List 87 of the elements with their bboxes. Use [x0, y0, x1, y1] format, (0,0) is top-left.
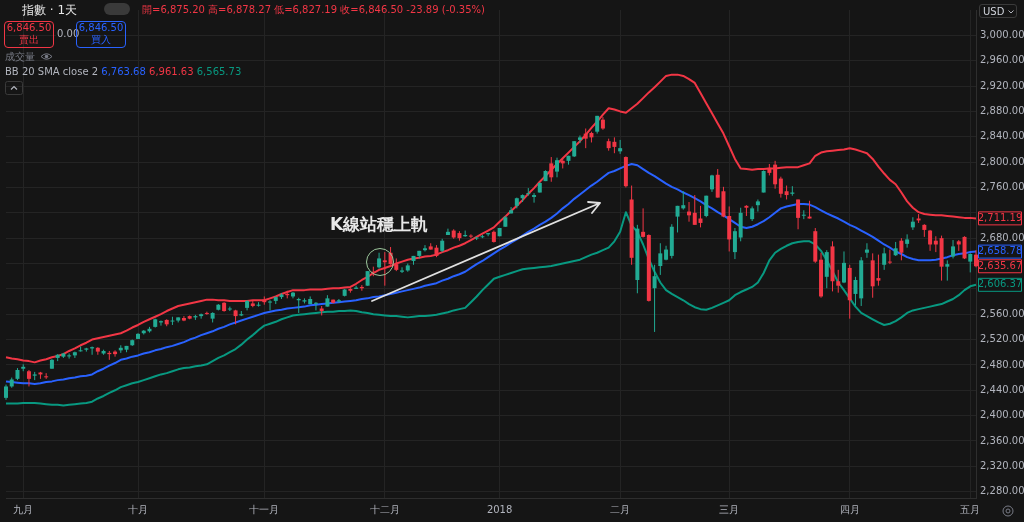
candlestick [549, 156, 554, 183]
y-tick-label: 2,440.00 [980, 383, 1024, 395]
annotation: 2,635.67 [977, 259, 1023, 271]
candlestick [199, 313, 204, 320]
candlestick [618, 139, 623, 155]
x-tick-label: 五月 [960, 503, 981, 515]
x-tick-label: 九月 [13, 503, 34, 515]
candlestick [755, 199, 760, 213]
candlestick [641, 207, 646, 239]
candlestick [836, 269, 841, 294]
candlestick [652, 264, 657, 333]
candlestick [968, 252, 973, 273]
candlestick [555, 157, 559, 178]
candlestick [864, 242, 869, 259]
y-tick-label: 2,360.00 [980, 434, 1024, 446]
y-tick-label: 2,680.00 [980, 231, 1024, 243]
candlestick [577, 134, 582, 144]
annotation: 2,658.78 [977, 245, 1023, 257]
candlestick [928, 229, 933, 252]
candlestick [882, 247, 887, 271]
text: USD [983, 6, 1005, 17]
y-tick-label: 2,560.00 [980, 307, 1024, 319]
candlestick [532, 192, 537, 204]
annotation: 開=6,875.20 高=6,878.27 低=6,827.19 收=6,846.50 -23.89 (-0.35%) [142, 4, 485, 15]
candlestick [658, 242, 663, 276]
candlestick [853, 276, 858, 306]
y-tick-label: 2,920.00 [980, 79, 1024, 91]
y-tick-label: 2,400.00 [980, 409, 1024, 421]
candlestick [887, 249, 892, 265]
candlestick [382, 251, 387, 287]
candlestick [692, 194, 697, 226]
y-tick-label: 2,320.00 [980, 459, 1024, 471]
y-tick-label: 2,280.00 [980, 485, 1024, 497]
candlestick [778, 176, 783, 199]
y-tick-label: 2,760.00 [980, 181, 1024, 193]
candlestick [732, 227, 737, 260]
x-tick-label: 四月 [839, 503, 860, 515]
candlestick [204, 311, 209, 316]
y-tick-label: 3,000.00 [980, 28, 1024, 40]
annotation: 6,961.63 [149, 66, 194, 77]
candlestick [313, 301, 318, 311]
annotation: 成交量 [5, 51, 35, 62]
x-tick-label: 二月 [610, 503, 631, 515]
y-tick-label: 2,880.00 [980, 105, 1024, 116]
y-tick-label: 2,520.00 [980, 333, 1024, 345]
candlestick [841, 250, 846, 284]
annotation: 買入 [91, 34, 111, 45]
candlestick [509, 206, 514, 214]
candlestick [945, 259, 950, 282]
candlestick [468, 233, 473, 239]
candlestick [899, 237, 904, 261]
y-tick-label: 2,800.00 [980, 155, 1024, 167]
x-tick-label: 十二月 [369, 503, 400, 515]
candlestick [727, 205, 732, 252]
chart-title: 指數 · 1天 [22, 3, 78, 17]
candlestick [72, 351, 77, 359]
candlestick [905, 233, 910, 249]
candlestick [761, 169, 766, 194]
candlestick [256, 301, 261, 308]
annotation: 賣出 [19, 34, 39, 45]
candlestick [400, 266, 405, 274]
candlestick [26, 369, 31, 387]
annotation: K線站穩上軌 [330, 214, 429, 234]
x-tick-label: 2018 [486, 503, 513, 515]
annotation: 6,763.68 [101, 66, 146, 77]
candlestick [336, 298, 341, 304]
candlestick [962, 235, 967, 260]
y-tick-label: 2,840.00 [980, 130, 1024, 142]
annotation: 2,606.37 [977, 278, 1023, 290]
x-tick-label: 三月 [719, 503, 740, 515]
annotation: 2,711.19 [977, 211, 1023, 223]
y-tick-label: 2,480.00 [980, 358, 1024, 370]
candlestick [445, 228, 450, 236]
candlestick [951, 239, 956, 259]
candlestick [773, 160, 778, 190]
candlestick [67, 353, 72, 360]
x-tick-label: 十月 [128, 503, 149, 515]
x-tick-label: 十一月 [249, 503, 280, 515]
sell-button: 6,846.50 賣出 [4, 21, 54, 48]
annotation: BB 20 SMA close 2 [5, 66, 99, 77]
annotation: 6,846.50 [78, 22, 124, 33]
candlestick [796, 199, 801, 230]
annotation: 6,846.50 [6, 22, 52, 33]
candlestick [423, 244, 427, 252]
y-tick-label: 2,960.00 [980, 54, 1024, 66]
annotation: 6,565.73 [196, 66, 242, 77]
candlestick [268, 299, 273, 311]
